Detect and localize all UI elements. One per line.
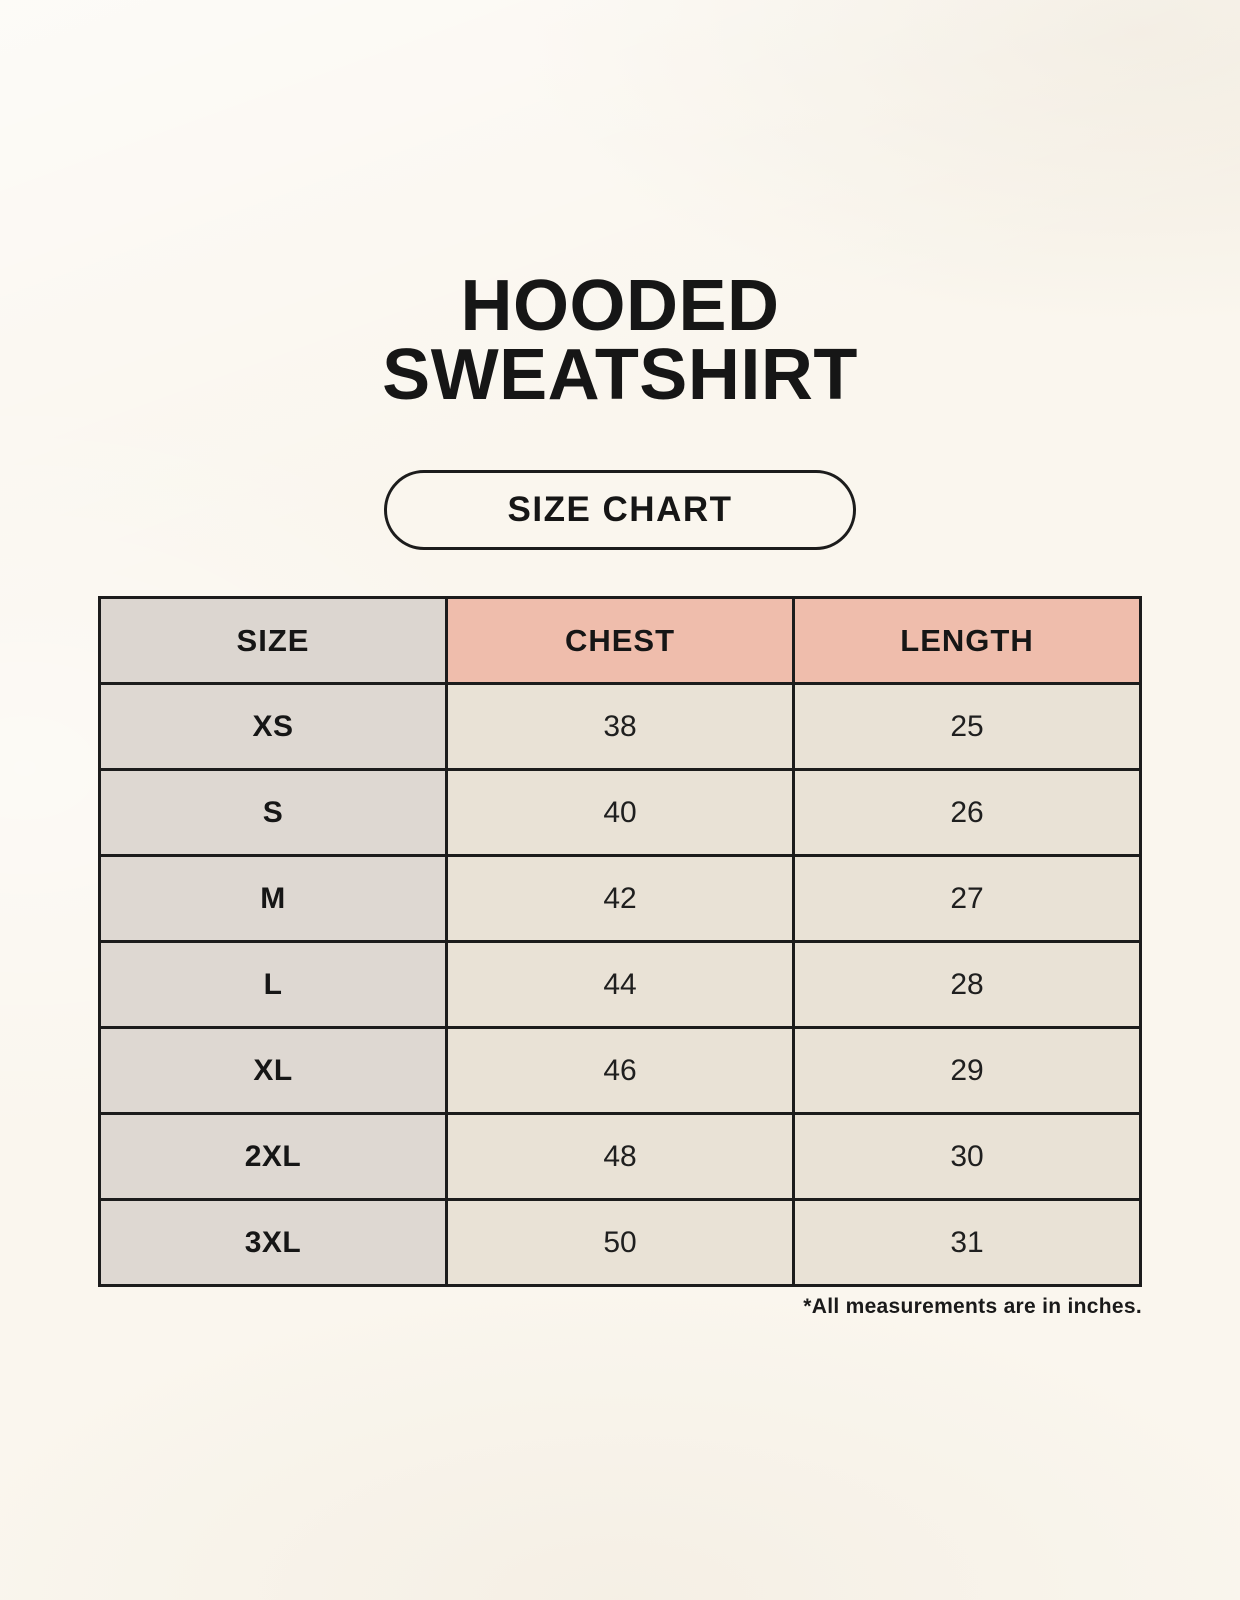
table-header-row: SIZE CHEST LENGTH (98, 596, 1142, 686)
length-cell-xs: 25 (792, 682, 1142, 772)
table-row: 2XL 48 30 (98, 1112, 1142, 1202)
table-row: S 40 26 (98, 768, 1142, 858)
size-chart-table: SIZE CHEST LENGTH XS 38 25 S 40 26 M 42 … (98, 596, 1142, 1288)
length-cell-m: 27 (792, 854, 1142, 944)
size-cell-xl: XL (98, 1026, 448, 1116)
chest-cell-s: 40 (445, 768, 795, 858)
table-row: L 44 28 (98, 940, 1142, 1030)
size-chart-badge-label: SIZE CHART (507, 490, 733, 530)
title-line-1: HOODED (460, 266, 780, 346)
column-header-length: LENGTH (792, 596, 1142, 686)
length-cell-xl: 29 (792, 1026, 1142, 1116)
size-cell-3xl: 3XL (98, 1198, 448, 1288)
size-cell-s: S (98, 768, 448, 858)
chest-cell-2xl: 48 (445, 1112, 795, 1202)
table-row: XL 46 29 (98, 1026, 1142, 1116)
table-row: M 42 27 (98, 854, 1142, 944)
size-cell-2xl: 2XL (98, 1112, 448, 1202)
title-line-2: SWEATSHIRT (382, 335, 858, 416)
chest-cell-xs: 38 (445, 682, 795, 772)
size-cell-l: L (98, 940, 448, 1030)
page-title: HOODED SWEATSHIRT (382, 266, 858, 416)
table-row: XS 38 25 (98, 682, 1142, 772)
chest-cell-l: 44 (445, 940, 795, 1030)
size-chart-badge: SIZE CHART (384, 470, 856, 551)
measurements-note: *All measurements are in inches. (803, 1295, 1142, 1319)
chest-cell-3xl: 50 (445, 1198, 795, 1288)
table-row: 3XL 50 31 (98, 1198, 1142, 1288)
chest-cell-xl: 46 (445, 1026, 795, 1116)
length-cell-s: 26 (792, 768, 1142, 858)
length-cell-3xl: 31 (792, 1198, 1142, 1288)
column-header-chest: CHEST (445, 596, 795, 686)
size-cell-xs: XS (98, 682, 448, 772)
length-cell-l: 28 (792, 940, 1142, 1030)
column-header-size: SIZE (98, 596, 448, 686)
size-cell-m: M (98, 854, 448, 944)
length-cell-2xl: 30 (792, 1112, 1142, 1202)
chest-cell-m: 42 (445, 854, 795, 944)
